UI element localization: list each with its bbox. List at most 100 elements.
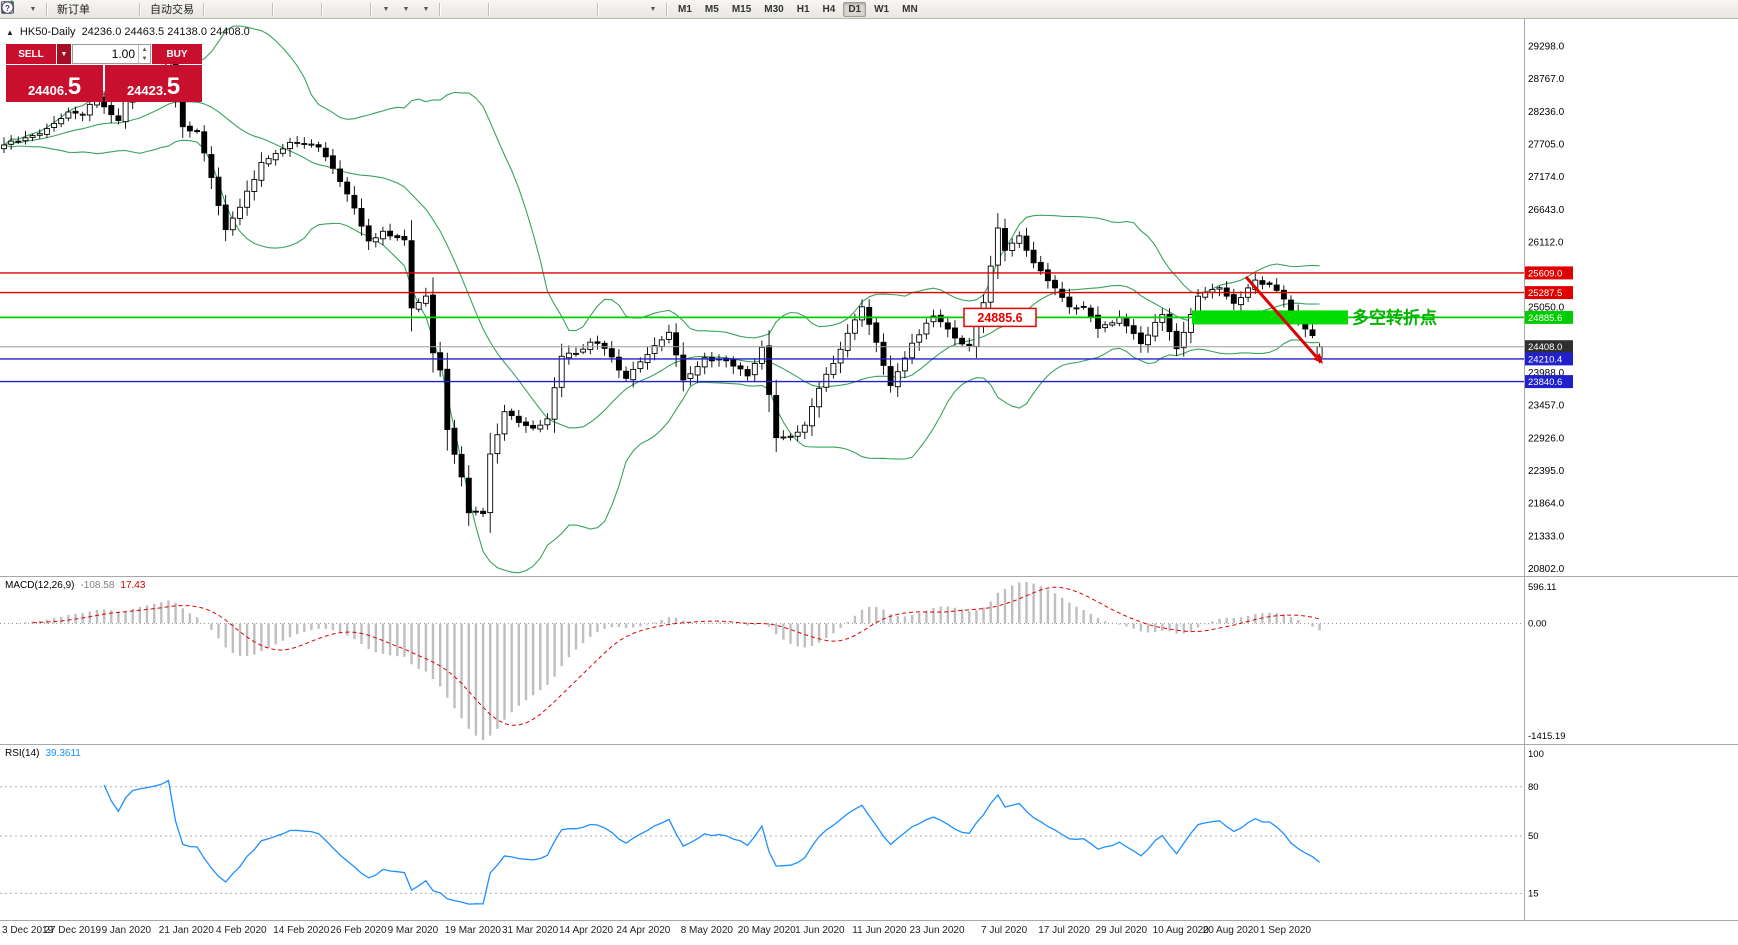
- buy-price[interactable]: 24423. 5: [105, 65, 202, 102]
- svg-text:29 Jul 2020: 29 Jul 2020: [1095, 925, 1147, 936]
- main-price-panel[interactable]: [1, 25, 1323, 574]
- timeframe-mn-button[interactable]: MN: [902, 3, 918, 15]
- crosshair-icon[interactable]: [1, 1, 484, 17]
- svg-text:28767.0: 28767.0: [1528, 74, 1565, 85]
- bar-chart-icon[interactable]: [1, 1, 228, 17]
- window-cascade-icon[interactable]: [1, 1, 1715, 17]
- candles: [1, 50, 1323, 533]
- new-order-button[interactable]: 新订单: [2, 1, 95, 17]
- timeframe-m5-button[interactable]: M5: [704, 3, 719, 15]
- price-level-label: 24408.0: [1525, 340, 1573, 354]
- channel-icon[interactable]: [1, 1, 573, 17]
- sell-price-frac: 5: [67, 73, 82, 100]
- svg-text:17 Jul 2020: 17 Jul 2020: [1038, 925, 1090, 936]
- metaeditor-icon[interactable]: [3, 0, 115, 17]
- toolbar-separator: [370, 2, 372, 16]
- rsi-axis: 100 80 50 15: [1528, 749, 1544, 899]
- rsi-value: 39.3611: [45, 748, 81, 759]
- alerts-icon[interactable]: [1, 1, 135, 17]
- price-level-label: 24210.4: [1525, 352, 1573, 366]
- svg-text:15: 15: [1528, 888, 1539, 899]
- volume-up-button[interactable]: ▲: [141, 46, 148, 53]
- toolbar-separator: [46, 2, 48, 16]
- chart-ohlc-header: ▲ HK50-Daily 24236.0 24463.5 24138.0 244…: [6, 26, 250, 38]
- svg-text:24885.6: 24885.6: [977, 311, 1022, 325]
- svg-text:14 Apr 2020: 14 Apr 2020: [559, 925, 613, 936]
- toolbar-separator: [666, 2, 668, 16]
- svg-text:23840.6: 23840.6: [1528, 377, 1562, 388]
- svg-text:23 Jun 2020: 23 Jun 2020: [910, 925, 965, 936]
- svg-text:11 Jun 2020: 11 Jun 2020: [852, 925, 907, 936]
- trendline-icon[interactable]: [1, 1, 553, 17]
- volume-value[interactable]: 1.00: [111, 47, 135, 61]
- svg-text:21864.0: 21864.0: [1528, 499, 1565, 510]
- svg-text:21333.0: 21333.0: [1528, 531, 1565, 542]
- buy-button[interactable]: BUY: [152, 44, 202, 64]
- zoom-in-icon[interactable]: [1, 1, 297, 17]
- cursor-icon[interactable]: [4, 0, 464, 17]
- horizontal-line-icon[interactable]: [1, 1, 533, 17]
- autotrading-button[interactable]: 自动交易: [3, 1, 199, 17]
- templates-icon[interactable]: ▼: [2, 1, 435, 17]
- label-icon[interactable]: T: [3, 1, 642, 17]
- toolbar-separator: [321, 2, 323, 16]
- svg-text:21 Jan 2020: 21 Jan 2020: [159, 925, 214, 936]
- trade-options-caret[interactable]: ▼: [57, 44, 71, 64]
- timeframe-m15-button[interactable]: M15: [731, 3, 752, 15]
- macd-panel[interactable]: [0, 582, 1524, 740]
- rsi-indicator-label: RSI(14) 39.3611: [5, 748, 81, 759]
- svg-text:8 May 2020: 8 May 2020: [681, 925, 734, 936]
- tile-windows-icon[interactable]: [1, 1, 366, 17]
- price-callout[interactable]: 24885.6: [963, 307, 1037, 328]
- svg-text:22395.0: 22395.0: [1528, 466, 1565, 477]
- svg-text:10 Aug 2020: 10 Aug 2020: [1153, 925, 1210, 936]
- svg-text:20 Aug 2020: 20 Aug 2020: [1203, 925, 1260, 936]
- chart-symbol-period: HK50-Daily: [19, 26, 76, 38]
- arrows-icon[interactable]: ▼: [2, 1, 662, 17]
- rsi-name: RSI(14): [5, 748, 40, 759]
- svg-text:24 Apr 2020: 24 Apr 2020: [616, 925, 670, 936]
- buy-price-frac: 5: [166, 73, 181, 100]
- fibonacci-icon[interactable]: [1, 1, 593, 17]
- rsi-panel[interactable]: [0, 779, 1524, 905]
- toolbar-separator: [488, 2, 490, 16]
- bollinger-upper-band: [3, 25, 1320, 339]
- grid-icon[interactable]: [1, 1, 346, 17]
- candlestick-chart-icon[interactable]: [2, 0, 248, 17]
- text-icon[interactable]: A: [3, 1, 622, 17]
- zoom-out-icon[interactable]: [1, 1, 317, 17]
- svg-text:28236.0: 28236.0: [1528, 107, 1565, 118]
- price-axis: 29298.0 28767.0 28236.0 27705.0 27174.0 26643…: [1525, 42, 1573, 575]
- volume-down-button[interactable]: ▼: [141, 55, 148, 62]
- indicators-icon[interactable]: ▼: [1, 1, 395, 17]
- line-chart-icon[interactable]: [1, 1, 268, 17]
- timeframe-m30-button[interactable]: M30: [764, 3, 784, 15]
- timeframe-h4-button[interactable]: H4: [822, 3, 836, 15]
- svg-text:26 Feb 2020: 26 Feb 2020: [330, 925, 387, 936]
- turning-point-zone[interactable]: [1192, 310, 1348, 325]
- volume-field[interactable]: 1.00 ▲ ▼: [72, 44, 151, 64]
- chart-menu-icon[interactable]: ▲: [6, 27, 14, 37]
- periods-icon[interactable]: ▼: [1, 1, 415, 17]
- timeframe-m1-button[interactable]: M1: [678, 3, 692, 15]
- macd-main-value: -108.58: [80, 580, 115, 591]
- help-icon[interactable]: ?: [1, 1, 1735, 17]
- vertical-line-icon[interactable]: [6, 1, 513, 17]
- profiles-icon[interactable]: ▼: [0, 1, 42, 17]
- sell-price[interactable]: 24406. 5: [6, 65, 103, 102]
- macd-name: MACD(12,26,9): [5, 580, 75, 591]
- price-level-label: 24885.6: [1525, 310, 1573, 324]
- timeframe-d1-button[interactable]: D1: [843, 1, 867, 17]
- timeframe-w1-button[interactable]: W1: [874, 3, 890, 15]
- level-lines[interactable]: [0, 272, 1524, 383]
- zone-annotation-text[interactable]: 多空转折点: [1352, 307, 1437, 327]
- svg-text:80: 80: [1528, 782, 1539, 793]
- svg-text:20802.0: 20802.0: [1528, 564, 1565, 575]
- trend-arrow[interactable]: [1244, 276, 1323, 364]
- svg-text:19 Mar 2020: 19 Mar 2020: [445, 925, 502, 936]
- timeframe-h1-button[interactable]: H1: [796, 3, 810, 15]
- sell-button[interactable]: SELL: [6, 44, 56, 64]
- svg-text:1 Sep 2020: 1 Sep 2020: [1260, 925, 1312, 936]
